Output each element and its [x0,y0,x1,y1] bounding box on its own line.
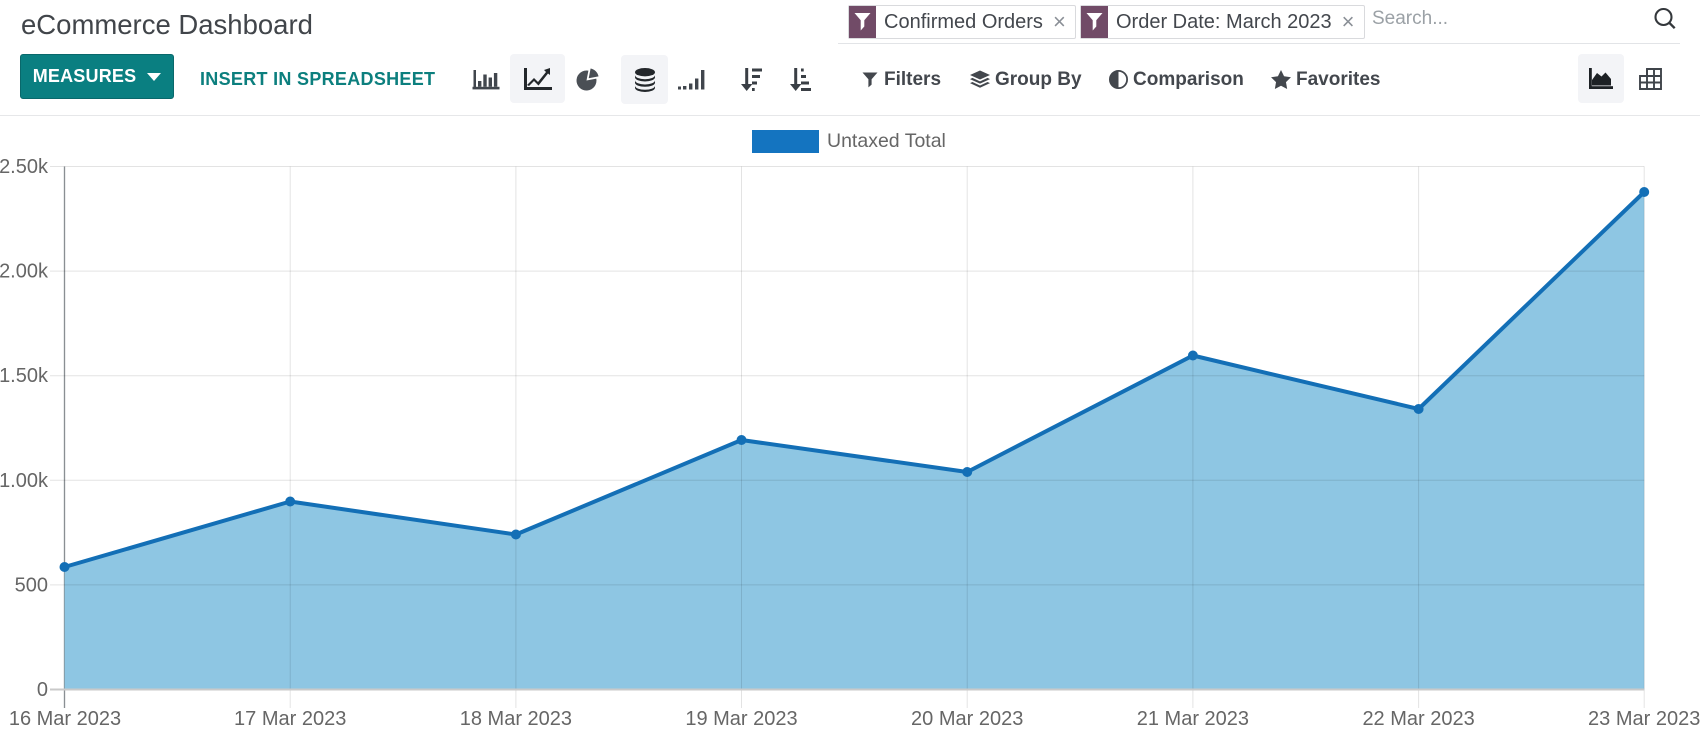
svg-text:16 Mar 2023: 16 Mar 2023 [9,708,121,730]
svg-text:500: 500 [15,574,48,596]
svg-text:1.50k: 1.50k [0,365,49,387]
svg-text:17 Mar 2023: 17 Mar 2023 [234,708,346,730]
svg-text:0: 0 [37,679,48,701]
svg-text:21 Mar 2023: 21 Mar 2023 [1137,708,1249,730]
svg-text:1.00k: 1.00k [0,470,49,492]
svg-text:19 Mar 2023: 19 Mar 2023 [685,708,797,730]
svg-text:20 Mar 2023: 20 Mar 2023 [911,708,1023,730]
svg-text:18 Mar 2023: 18 Mar 2023 [460,708,572,730]
svg-text:2.50k: 2.50k [0,156,49,178]
svg-text:23 Mar 2023: 23 Mar 2023 [1588,708,1700,730]
svg-text:2.00k: 2.00k [0,261,49,283]
svg-text:22 Mar 2023: 22 Mar 2023 [1362,708,1474,730]
